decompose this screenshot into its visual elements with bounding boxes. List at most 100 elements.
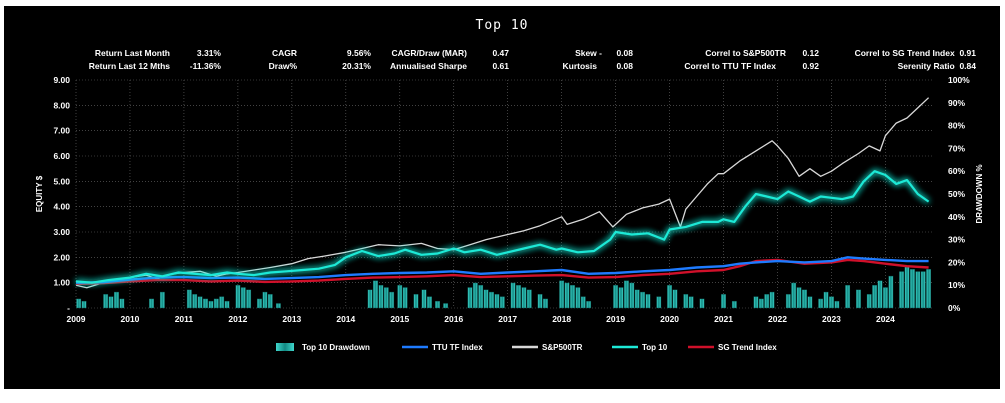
x-tick-label: 2011 [175, 314, 194, 324]
y2-tick-label: 40% [948, 212, 965, 222]
legend-label: SG Trend Index [718, 343, 777, 352]
drawdown-bar [769, 291, 775, 309]
drawdown-bar [397, 285, 403, 309]
drawdown-bar [645, 294, 651, 309]
drawdown-bar [219, 296, 225, 309]
drawdown-bar [516, 285, 521, 309]
x-tick-label: 2010 [121, 314, 140, 324]
drawdown-bar [114, 291, 119, 309]
drawdown-bar [910, 269, 915, 309]
stat-label-serenity: Serenity Ratio [897, 61, 955, 71]
drawdown-bar [435, 300, 440, 309]
y-tick-label: 4.00 [53, 202, 70, 212]
drawdown-bar [699, 298, 705, 309]
stat-label-cagr: CAGR [271, 48, 297, 58]
legend-label: Top 10 Drawdown [302, 343, 370, 352]
drawdown-bar [802, 289, 807, 309]
x-tick-label: 2023 [822, 314, 841, 324]
stat-value-correl-sg: 0.91 [959, 48, 976, 58]
drawdown-bar [915, 271, 921, 309]
drawdown-bar [829, 296, 834, 309]
drawdown-bar [383, 287, 389, 309]
drawdown-bar [81, 300, 87, 309]
axes: - 1.00 2.00 3.00 4.00 5.00 6.00 7.00 8.00 9.00 0% 1… [35, 75, 984, 324]
stat-label-correl-sg: Correl to SG Trend Index [854, 48, 955, 58]
drawdown-bar [866, 294, 872, 309]
drawdown-bar [564, 282, 570, 309]
stat-value-serenity: 0.84 [959, 61, 976, 71]
drawdown-bar [103, 294, 109, 309]
y-tick-label: 9.00 [53, 75, 70, 85]
drawdown-bar [149, 298, 154, 309]
drawdown-bar [834, 300, 840, 309]
drawdown-bar [235, 285, 241, 309]
x-tick-label: 2020 [660, 314, 679, 324]
drawdown-bar [192, 294, 198, 309]
drawdown-bar [262, 291, 268, 309]
drawdown-bar [877, 280, 883, 309]
y2-tick-label: 0% [948, 303, 961, 313]
drawdown-bar [807, 296, 813, 309]
drawdown-bar [888, 275, 894, 309]
drawdown-bar [378, 285, 384, 309]
y2-tick-label: 10% [948, 280, 965, 290]
stat-label-return-last-12m: Return Last 12 Mths [88, 61, 170, 71]
drawdown-bar [413, 294, 419, 309]
drawdown-bar [213, 298, 219, 309]
x-tick-label: 2022 [768, 314, 787, 324]
drawdown-bar [402, 287, 408, 309]
stat-correl-sg: Correl to SG Trend Index 0.91 [855, 48, 976, 58]
x-tick-label: 2019 [606, 314, 625, 324]
drawdown-bar [785, 294, 791, 309]
drawdown-bar [575, 287, 581, 309]
drawdown-bar [721, 294, 726, 309]
stat-label-skew: Skew - [575, 48, 602, 58]
drawdown-bar [683, 294, 689, 309]
series-line-ttu-tf-index [75, 256, 929, 284]
series-line-sg-trend-index [75, 258, 929, 286]
stat-label-sharpe: Annualised Sharpe [390, 61, 467, 71]
drawdown-bar [883, 287, 888, 309]
drawdown-bar [186, 289, 192, 309]
drawdown-bar [570, 285, 575, 309]
y-axis-title: EQUITY $ [35, 175, 44, 212]
drawdown-bar [629, 282, 635, 309]
x-tick-label: 2015 [390, 314, 409, 324]
chart-panel: Top 10 Return Last Month 3.31% Return La… [4, 6, 1000, 389]
x-tick-label: 2024 [876, 314, 895, 324]
stat-label-cagr-draw: CAGR/Draw (MAR) [391, 48, 467, 58]
drawdown-bar [543, 298, 548, 309]
stat-value-draw: 20.31% [342, 61, 371, 71]
drawdown-bar [920, 271, 926, 309]
stat-label-return-last-month: Return Last Month [94, 48, 170, 58]
x-tick-label: 2009 [67, 314, 86, 324]
drawdown-bar [483, 289, 489, 309]
drawdown-bar [203, 298, 208, 309]
stat-serenity: Serenity Ratio 0.84 [898, 61, 976, 71]
drawdown-bar [367, 289, 373, 309]
drawdown-bar [197, 296, 203, 309]
drawdown-bar [845, 285, 851, 309]
y2-tick-label: 60% [948, 166, 965, 176]
drawdown-bar [510, 282, 516, 309]
y-tick-label: - [67, 303, 70, 313]
drawdown-bar [467, 287, 473, 309]
y-tick-label: 5.00 [53, 176, 70, 186]
drawdown-bar [872, 285, 878, 309]
drawdown-bar [618, 287, 624, 309]
y2-tick-label: 100% [948, 75, 970, 85]
drawdown-bar [904, 266, 910, 309]
drawdown-bar [208, 300, 214, 309]
drawdown-bar [159, 291, 165, 309]
drawdown-bar [818, 298, 824, 309]
drawdown-bar [559, 280, 565, 309]
y2-axis-title: DRAWDOWN % [975, 164, 984, 223]
drawdown-bar [758, 298, 764, 309]
stat-label-correl-ttu: Correl to TTU TF Index [684, 61, 776, 71]
x-tick-label: 2016 [444, 314, 463, 324]
drawdown-bar [267, 294, 273, 309]
drawdown-bar [240, 287, 246, 309]
stat-label-correl-sp: Correl to S&P500TR [705, 48, 786, 58]
y2-tick-label: 30% [948, 235, 965, 245]
legend-swatch [276, 343, 294, 351]
